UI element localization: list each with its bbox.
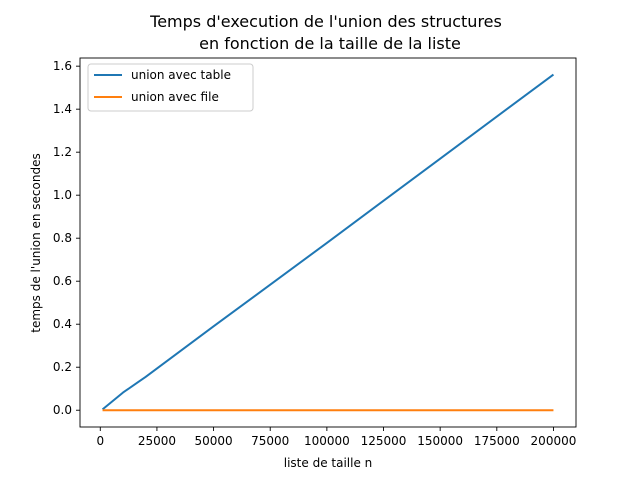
y-tick-label: 1.4: [53, 102, 72, 116]
y-tick-label: 1.0: [53, 188, 72, 202]
x-tick-label: 125000: [361, 434, 407, 448]
plot-frame: [79, 57, 577, 428]
y-tick-label: 1.6: [53, 59, 72, 73]
legend: union avec table union avec file: [87, 63, 254, 112]
x-tick-label: 75000: [251, 434, 289, 448]
y-tick-label: 0.4: [53, 317, 72, 331]
y-tick-label: 0.2: [53, 360, 72, 374]
legend-box: [87, 63, 254, 112]
chart-title-line-1: Temps d'execution de l'union des structu…: [149, 12, 502, 31]
x-axis-label: liste de taille n: [284, 456, 373, 470]
x-tick-label: 0: [96, 434, 104, 448]
legend-label-union-avec-table: union avec table: [131, 68, 231, 82]
x-tick-label: 175000: [474, 434, 520, 448]
x-tick-label: 25000: [138, 434, 176, 448]
series-layer: [101, 73, 555, 412]
legend-label-union-avec-file: union avec file: [131, 90, 219, 104]
axis-ticks: 0 25000 50000 75000 100000 125000 150000 175000…: [53, 59, 576, 448]
chart-title-line-2: en fonction de la taille de la liste: [199, 34, 461, 53]
x-tick-label: 150000: [417, 434, 463, 448]
y-tick-label: 0.0: [53, 403, 72, 417]
x-tick-label: 200000: [531, 434, 577, 448]
y-tick-label: 0.8: [53, 231, 72, 245]
y-axis-label: temps de l'union en secondes: [29, 153, 43, 332]
x-tick-label: 50000: [194, 434, 232, 448]
x-tick-label: 100000: [304, 434, 350, 448]
y-tick-label: 1.2: [53, 145, 72, 159]
series-line-union-avec-table: [101, 73, 555, 411]
y-tick-label: 0.6: [53, 274, 72, 288]
